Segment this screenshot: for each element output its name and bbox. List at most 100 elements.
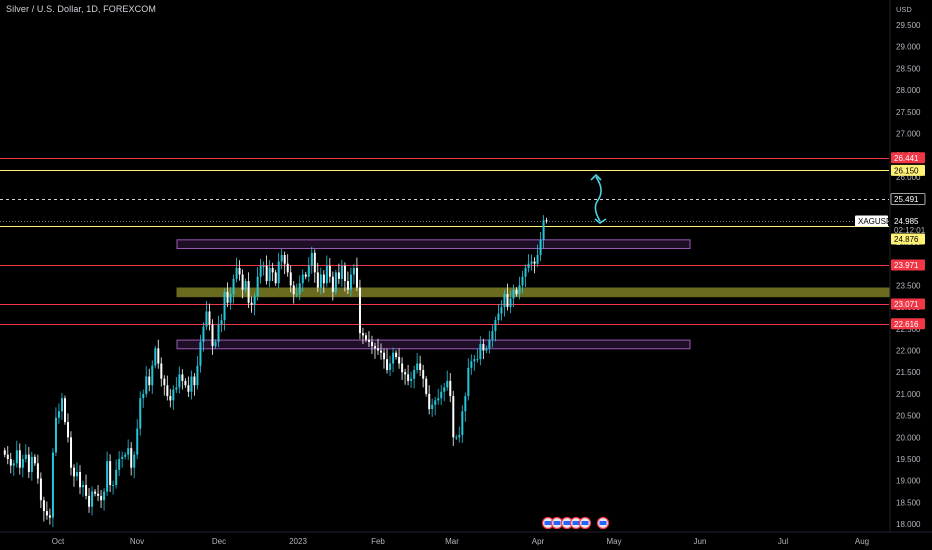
- candle-body: [319, 274, 322, 288]
- candle: [497, 304, 500, 325]
- candle-body: [292, 285, 295, 295]
- candle-body: [48, 515, 51, 518]
- y-tick-label: 27.000: [896, 130, 921, 139]
- candle: [39, 472, 42, 509]
- candle: [401, 357, 404, 381]
- candle: [292, 281, 295, 304]
- candle: [70, 431, 73, 476]
- candle-body: [289, 272, 292, 286]
- candle: [545, 217, 548, 224]
- candle: [211, 319, 214, 355]
- candle: [271, 262, 274, 282]
- candle-body: [73, 467, 76, 477]
- candle-body: [103, 491, 106, 501]
- candle-body: [365, 335, 367, 340]
- candle-body: [530, 261, 533, 264]
- candle-body: [470, 361, 473, 368]
- candle-body: [392, 352, 395, 364]
- candle: [331, 271, 334, 301]
- candle-body: [422, 370, 425, 379]
- candle-body: [91, 491, 94, 507]
- candle-body: [121, 456, 124, 459]
- price-tag: 24.876: [891, 233, 925, 245]
- candle: [112, 480, 115, 495]
- y-tick-label: 29.500: [896, 21, 921, 30]
- price-tag: 23.971: [891, 259, 925, 271]
- candle: [51, 448, 54, 528]
- candle: [12, 459, 15, 476]
- candle: [530, 254, 533, 271]
- candle: [509, 290, 512, 314]
- candle: [115, 459, 118, 489]
- candle-body: [12, 463, 15, 466]
- candle: [479, 336, 482, 366]
- candle-body: [223, 291, 226, 321]
- candle-body: [238, 268, 241, 275]
- candle-body: [452, 396, 455, 438]
- candle: [127, 439, 130, 460]
- candle: [524, 264, 527, 288]
- candle-body: [232, 278, 235, 295]
- candle: [18, 443, 21, 475]
- candle: [9, 452, 12, 474]
- candle-body: [6, 454, 9, 459]
- candle-body: [482, 343, 485, 351]
- candle: [133, 451, 136, 479]
- candle-body: [506, 294, 509, 308]
- candle-body: [30, 456, 33, 473]
- candle: [352, 263, 355, 285]
- y-tick-label: 20.000: [896, 433, 921, 442]
- candle-body: [361, 333, 364, 336]
- candle: [434, 396, 437, 416]
- candle: [54, 407, 57, 456]
- candle-body: [518, 285, 521, 295]
- candle: [97, 485, 100, 502]
- event-flag-band: [581, 521, 589, 525]
- candle: [259, 258, 262, 284]
- candle: [145, 366, 148, 398]
- candle-body: [295, 294, 298, 296]
- y-tick-label: 19.000: [896, 477, 921, 486]
- candle: [280, 248, 283, 270]
- candle: [151, 360, 154, 394]
- candle: [539, 232, 542, 262]
- candle-body: [545, 220, 548, 222]
- candle: [148, 368, 151, 392]
- candle: [446, 370, 449, 391]
- candle-body: [346, 281, 349, 290]
- candle-body: [130, 448, 133, 468]
- candle: [316, 262, 319, 292]
- x-tick-label: Apr: [532, 537, 545, 546]
- candle: [139, 391, 142, 436]
- candle: [368, 330, 371, 348]
- candle: [187, 376, 190, 397]
- candle-body: [85, 485, 88, 496]
- candle-body: [352, 268, 355, 275]
- candle: [154, 345, 157, 369]
- candle-body: [425, 378, 428, 394]
- candle: [461, 405, 464, 443]
- candle-body: [151, 365, 154, 386]
- candle: [100, 489, 103, 509]
- candle-body: [473, 359, 476, 362]
- price-tag-label: 26.150: [894, 166, 919, 175]
- candle: [470, 354, 473, 375]
- candle-body: [265, 265, 268, 282]
- candle: [103, 488, 106, 511]
- candle-body: [76, 472, 79, 477]
- price-tag: 02:12:01: [891, 224, 926, 236]
- candle: [527, 254, 530, 273]
- distance-arrow-annotation: [590, 173, 607, 224]
- candle: [301, 269, 304, 292]
- candle-body: [157, 348, 160, 364]
- candle-body: [325, 265, 328, 284]
- candle: [27, 446, 30, 479]
- candle-body: [395, 352, 398, 358]
- candle-body: [434, 400, 437, 405]
- candle: [440, 384, 443, 406]
- candle-body: [57, 411, 60, 418]
- candle-body: [54, 417, 57, 453]
- candle-body: [398, 357, 401, 364]
- candle-body: [377, 348, 380, 351]
